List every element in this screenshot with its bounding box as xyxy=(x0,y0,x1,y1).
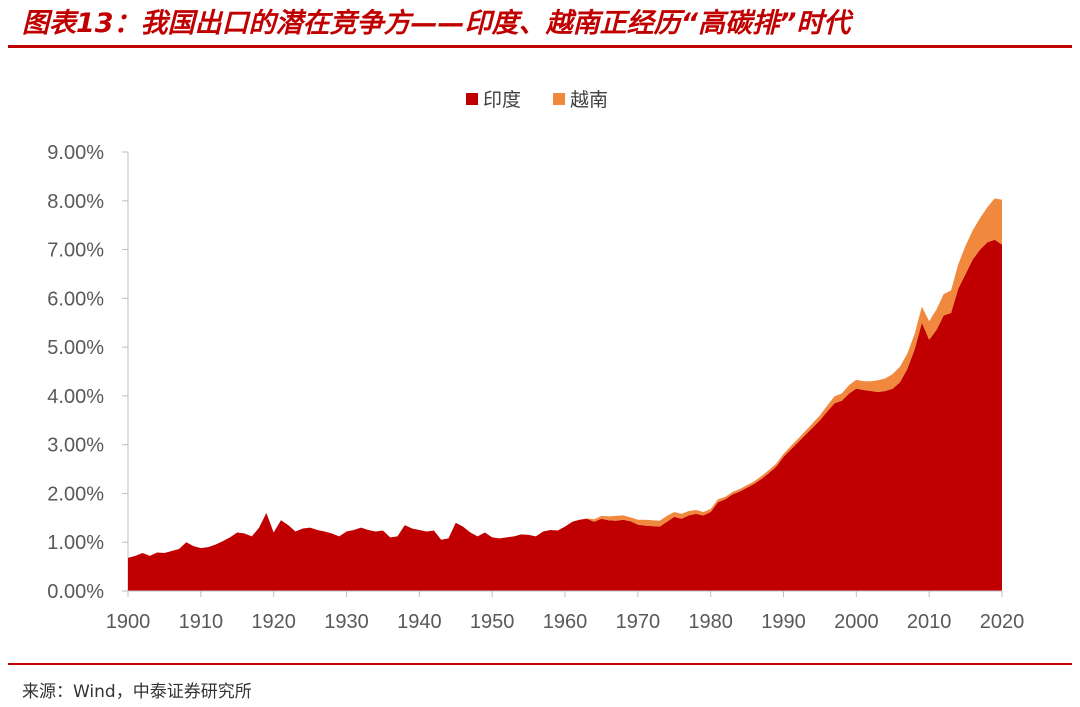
legend-label-india: 印度 xyxy=(483,89,521,111)
y-tick-label: 0.00% xyxy=(47,581,104,603)
x-tick-label: 1990 xyxy=(761,611,806,633)
x-tick-label: 2010 xyxy=(907,611,952,633)
x-tick-label: 1980 xyxy=(688,611,733,633)
x-tick-label: 1910 xyxy=(179,611,224,633)
y-tick-label: 9.00% xyxy=(47,142,104,164)
y-tick-label: 1.00% xyxy=(47,532,104,554)
y-tick-label: 8.00% xyxy=(47,191,104,213)
y-tick-label: 4.00% xyxy=(47,386,104,408)
x-tick-label: 1960 xyxy=(543,611,588,633)
x-tick-label: 1900 xyxy=(106,611,151,633)
title-underline xyxy=(8,45,1072,48)
source-note: 来源：Wind，中泰证券研究所 xyxy=(22,682,252,702)
x-tick-label: 1920 xyxy=(251,611,296,633)
x-tick-label: 1970 xyxy=(616,611,661,633)
x-tick-label: 1930 xyxy=(324,611,369,633)
area-series-india xyxy=(128,239,1002,592)
footer-rule xyxy=(8,663,1072,665)
x-tick-label: 2020 xyxy=(980,611,1025,633)
series-areas xyxy=(128,198,1002,592)
x-tick-label: 1950 xyxy=(470,611,515,633)
legend-swatch-india xyxy=(466,93,478,105)
chart-title: 图表13：我国出口的潜在竞争方——印度、越南正经历“高碳排”时代 xyxy=(22,8,851,39)
y-axis: 0.00% 1.00% 2.00% 3.00% 4.00% 5.00% 6.00% 7.00%… xyxy=(47,142,129,603)
y-tick-label: 5.00% xyxy=(47,337,104,359)
legend-label-vietnam: 越南 xyxy=(570,89,608,111)
legend-swatch-vietnam xyxy=(553,93,565,105)
y-tick-label: 7.00% xyxy=(47,240,104,262)
chart-legend: 印度 越南 xyxy=(466,89,608,111)
y-tick-label: 6.00% xyxy=(47,288,104,310)
area-chart: 印度 越南 0.00% 1.00% 2.00% 3.00% 4.00% 5.00% 6.00%… xyxy=(47,89,1025,633)
x-tick-label: 2000 xyxy=(834,611,879,633)
y-tick-label: 3.00% xyxy=(47,435,104,457)
x-tick-label: 1940 xyxy=(397,611,442,633)
x-axis: 1900 1910 1920 1930 1940 1950 1960 1970 1980 1990… xyxy=(106,590,1025,633)
y-tick-label: 2.00% xyxy=(47,483,104,505)
